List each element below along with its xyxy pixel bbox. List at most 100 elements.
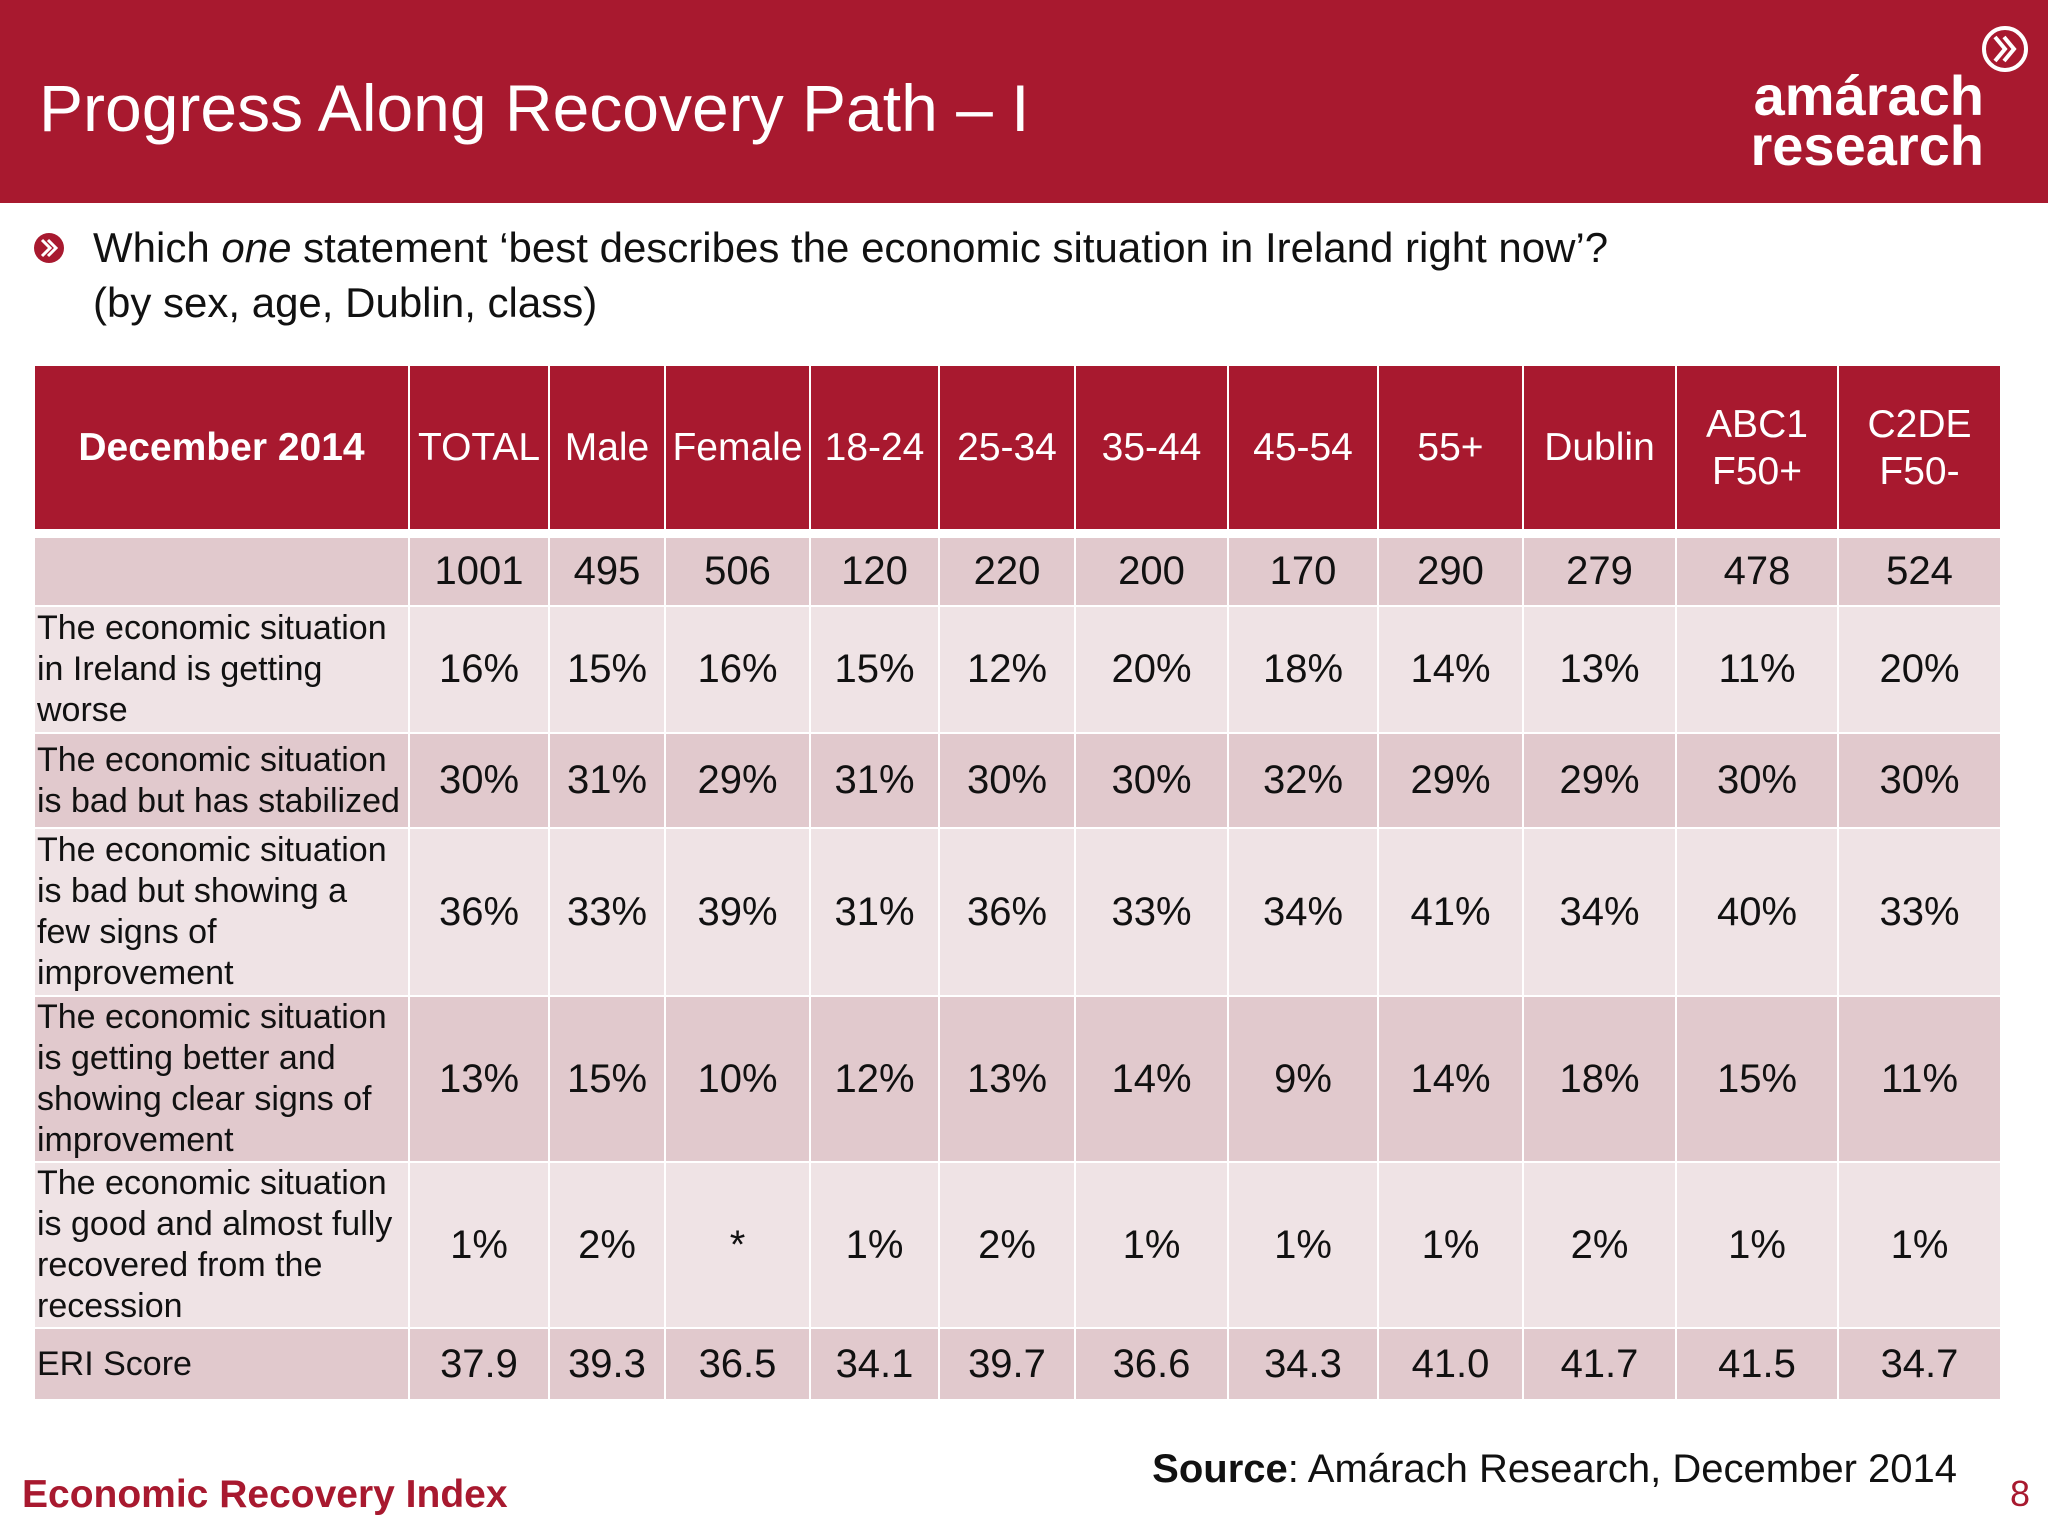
column-header: TOTAL — [410, 366, 550, 538]
cell: 16% — [666, 607, 811, 734]
table-row: The economic situation is getting better… — [35, 997, 2000, 1163]
cell: 16% — [410, 607, 550, 734]
text: (by sex, age, Dublin, class) — [93, 279, 598, 326]
cell: 13% — [940, 997, 1076, 1163]
footer-title: Economic Recovery Index — [22, 1473, 508, 1516]
row-label: The economic situation is getting better… — [35, 997, 410, 1163]
cell: 31% — [811, 829, 940, 997]
cell: 36% — [940, 829, 1076, 997]
cell: 506 — [666, 538, 811, 607]
cell: 279 — [1524, 538, 1677, 607]
cell: 33% — [1076, 829, 1229, 997]
table-row: The economic situation is bad but has st… — [35, 734, 2000, 829]
column-header: Female — [666, 366, 811, 538]
text: Which — [93, 224, 222, 271]
cell: 36.6 — [1076, 1329, 1229, 1401]
cell: 20% — [1076, 607, 1229, 734]
cell: 14% — [1379, 607, 1524, 734]
cell: 30% — [940, 734, 1076, 829]
row-label — [35, 538, 410, 607]
row-label: The economic situation is bad but has st… — [35, 734, 410, 829]
cell: 36% — [410, 829, 550, 997]
logo-text: amárach — [1753, 64, 1984, 127]
column-header: 18-24 — [811, 366, 940, 538]
cell: 18% — [1229, 607, 1379, 734]
source: Source: Amárach Research, December 2014 — [1152, 1447, 1957, 1492]
cell: 30% — [1677, 734, 1839, 829]
cell: 34% — [1229, 829, 1379, 997]
cell: 9% — [1229, 997, 1379, 1163]
cell: 170 — [1229, 538, 1379, 607]
data-table: December 2014 TOTAL Male Female 18-24 25-34 35… — [35, 366, 2000, 1401]
cell: 15% — [1677, 997, 1839, 1163]
cell: 290 — [1379, 538, 1524, 607]
cell: 11% — [1839, 997, 2000, 1163]
cell: 1% — [811, 1163, 940, 1329]
header-band — [0, 0, 2048, 203]
cell: 220 — [940, 538, 1076, 607]
cell: 39.3 — [550, 1329, 666, 1401]
logo-text: research — [1750, 114, 1984, 177]
row-label: The economic situation is good and almos… — [35, 1163, 410, 1329]
text: statement ‘best describes the economic s… — [291, 224, 1609, 271]
cell: 29% — [1524, 734, 1677, 829]
cell: 14% — [1379, 997, 1524, 1163]
cell: 41.5 — [1677, 1329, 1839, 1401]
cell: 1% — [1839, 1163, 2000, 1329]
cell: 1% — [1677, 1163, 1839, 1329]
table-row: The economic situation in Ireland is get… — [35, 607, 2000, 734]
column-header: ABC1 F50+ — [1677, 366, 1839, 538]
cell: 39.7 — [940, 1329, 1076, 1401]
cell: 15% — [550, 607, 666, 734]
cell: 34.3 — [1229, 1329, 1379, 1401]
cell: 31% — [811, 734, 940, 829]
source-text: : Amárach Research, December 2014 — [1287, 1447, 1957, 1491]
cell: 478 — [1677, 538, 1839, 607]
cell: 120 — [811, 538, 940, 607]
row-label: The economic situation in Ireland is get… — [35, 607, 410, 734]
column-header: Male — [550, 366, 666, 538]
cell: 34.7 — [1839, 1329, 2000, 1401]
cell: 200 — [1076, 538, 1229, 607]
cell: 41% — [1379, 829, 1524, 997]
header-row: December 2014 TOTAL Male Female 18-24 25-34 35… — [35, 366, 2000, 538]
cell: 1001 — [410, 538, 550, 607]
cell: 15% — [550, 997, 666, 1163]
title: Progress Along Recovery Path – I — [39, 71, 1030, 145]
column-header: 25-34 — [940, 366, 1076, 538]
cell: 2% — [1524, 1163, 1677, 1329]
cell: 36.5 — [666, 1329, 811, 1401]
logo-icon — [1982, 26, 2028, 72]
cell: * — [666, 1163, 811, 1329]
cell: 12% — [940, 607, 1076, 734]
cell: 33% — [550, 829, 666, 997]
question: Which one statement ‘best describes the … — [93, 220, 1608, 330]
cell: 13% — [410, 997, 550, 1163]
cell: 2% — [940, 1163, 1076, 1329]
cell: 1% — [1229, 1163, 1379, 1329]
cell: 29% — [1379, 734, 1524, 829]
column-header: 35-44 — [1076, 366, 1229, 538]
cell: 30% — [1839, 734, 2000, 829]
cell: 1% — [410, 1163, 550, 1329]
table-row: 1001 495 506 120 220 200 170 290 279 478 524 — [35, 538, 2000, 607]
cell: 34.1 — [811, 1329, 940, 1401]
cell: 14% — [1076, 997, 1229, 1163]
column-header: C2DE F50- — [1839, 366, 2000, 538]
cell: 32% — [1229, 734, 1379, 829]
cell: 41.7 — [1524, 1329, 1677, 1401]
cell: 40% — [1677, 829, 1839, 997]
cell: 20% — [1839, 607, 2000, 734]
cell: 524 — [1839, 538, 2000, 607]
cell: 1% — [1076, 1163, 1229, 1329]
cell: 11% — [1677, 607, 1839, 734]
emphasis: one — [221, 224, 292, 271]
cell: 1% — [1379, 1163, 1524, 1329]
cell: 30% — [410, 734, 550, 829]
cell: 37.9 — [410, 1329, 550, 1401]
cell: 31% — [550, 734, 666, 829]
question-line: (by sex, age, Dublin, class) — [93, 275, 1608, 330]
row-label: ERI Score — [35, 1329, 410, 1401]
cell: 33% — [1839, 829, 2000, 997]
